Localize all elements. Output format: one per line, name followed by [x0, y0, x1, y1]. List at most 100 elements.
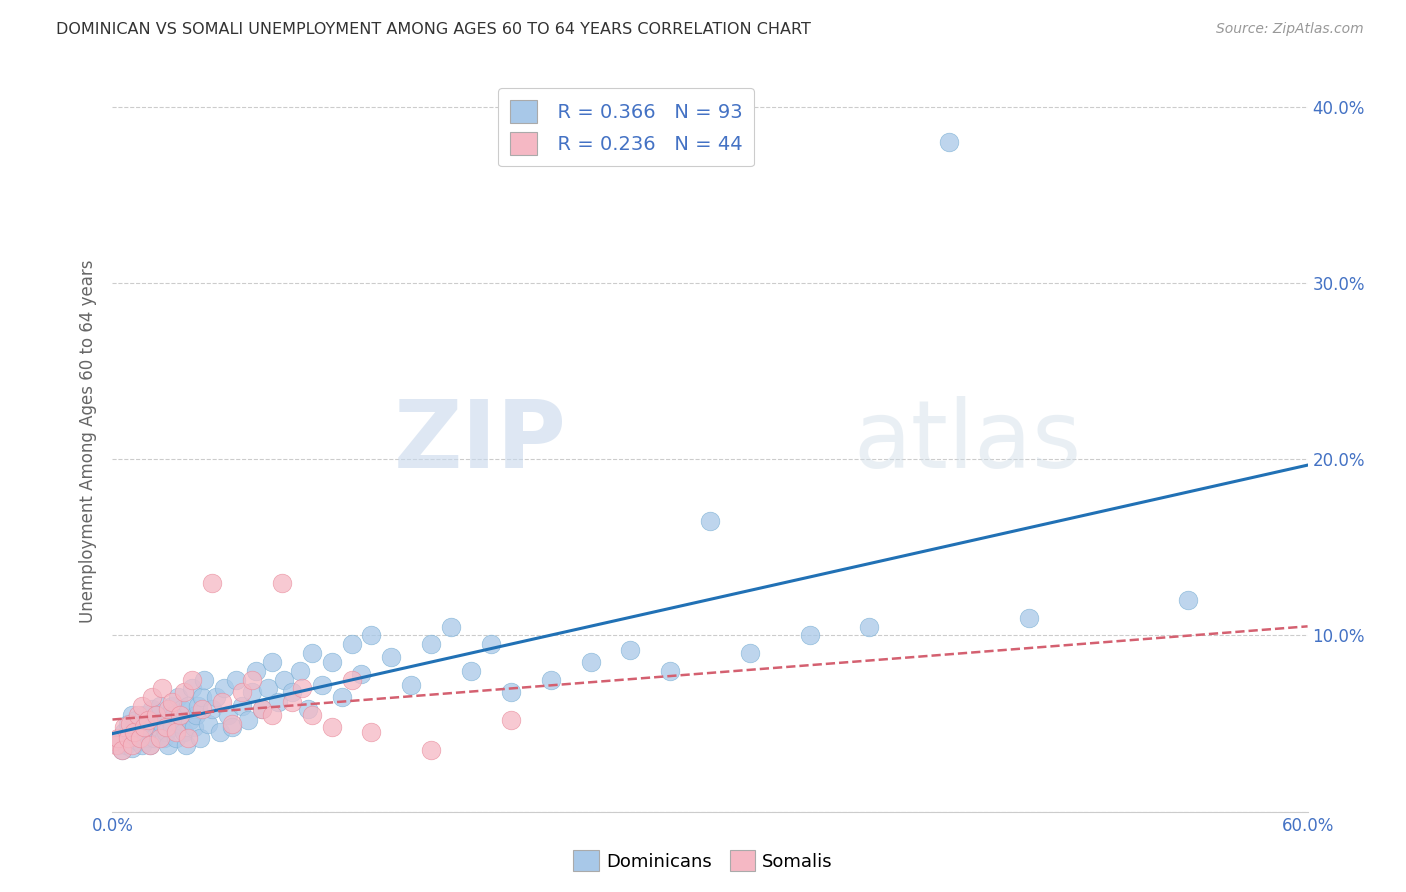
Point: [169, 707, 191, 722]
Point: [155, 720, 177, 734]
Point: [177, 698, 200, 713]
Point: [267, 695, 290, 709]
Point: [167, 690, 190, 705]
Point: [172, 702, 194, 716]
Point: [858, 619, 880, 633]
Point: [460, 664, 482, 678]
Point: [340, 673, 363, 687]
Legend:   R = 0.366   N = 93,   R = 0.236   N = 44: R = 0.366 N = 93, R = 0.236 N = 44: [498, 88, 755, 167]
Point: [191, 702, 214, 716]
Point: [121, 738, 143, 752]
Point: [110, 731, 132, 745]
Point: [301, 707, 323, 722]
Point: [401, 678, 423, 692]
Point: [420, 743, 443, 757]
Point: [141, 702, 163, 716]
Point: [221, 716, 243, 731]
Point: [187, 698, 209, 713]
Point: [360, 725, 382, 739]
Point: [105, 738, 128, 752]
Point: [148, 720, 170, 734]
Point: [380, 649, 402, 664]
Point: [162, 695, 183, 709]
Point: [127, 707, 149, 722]
Point: [114, 725, 135, 739]
Point: [260, 707, 283, 722]
Point: [138, 713, 160, 727]
Point: [127, 734, 149, 748]
Point: [129, 727, 152, 741]
Point: [120, 716, 142, 731]
Point: [186, 707, 208, 722]
Point: [111, 743, 134, 757]
Point: [340, 637, 363, 651]
Point: [211, 695, 233, 709]
Point: [163, 707, 186, 722]
Point: [350, 667, 373, 681]
Point: [281, 695, 304, 709]
Point: [240, 673, 263, 687]
Point: [165, 725, 187, 739]
Point: [149, 731, 172, 745]
Point: [231, 685, 253, 699]
Point: [257, 681, 280, 696]
Point: [181, 681, 204, 696]
Point: [150, 681, 173, 696]
Point: [273, 673, 295, 687]
Point: [236, 713, 259, 727]
Point: [183, 720, 205, 734]
Y-axis label: Unemployment Among Ages 60 to 64 years: Unemployment Among Ages 60 to 64 years: [79, 260, 97, 624]
Point: [174, 738, 197, 752]
Point: [153, 731, 176, 745]
Point: [157, 738, 180, 752]
Point: [659, 664, 682, 678]
Point: [579, 655, 602, 669]
Point: [181, 673, 204, 687]
Point: [938, 135, 960, 149]
Point: [134, 720, 156, 734]
Point: [143, 731, 166, 745]
Point: [297, 702, 319, 716]
Point: [619, 642, 641, 657]
Point: [1177, 593, 1199, 607]
Point: [131, 698, 153, 713]
Point: [159, 713, 181, 727]
Point: [270, 575, 292, 590]
Text: DOMINICAN VS SOMALI UNEMPLOYMENT AMONG AGES 60 TO 64 YEARS CORRELATION CHART: DOMINICAN VS SOMALI UNEMPLOYMENT AMONG A…: [56, 22, 811, 37]
Point: [209, 725, 232, 739]
Point: [288, 664, 311, 678]
Point: [173, 685, 195, 699]
Point: [107, 731, 129, 745]
Point: [321, 655, 343, 669]
Point: [150, 716, 173, 731]
Point: [201, 575, 224, 590]
Point: [141, 690, 163, 705]
Point: [440, 619, 463, 633]
Point: [141, 713, 163, 727]
Point: [540, 673, 562, 687]
Point: [420, 637, 443, 651]
Point: [311, 678, 333, 692]
Point: [245, 664, 267, 678]
Point: [260, 655, 283, 669]
Point: [121, 707, 143, 722]
Point: [129, 731, 152, 745]
Point: [157, 702, 180, 716]
Point: [117, 731, 139, 745]
Text: ZIP: ZIP: [394, 395, 567, 488]
Point: [799, 628, 821, 642]
Point: [165, 731, 187, 745]
Point: [173, 725, 195, 739]
Point: [131, 738, 153, 752]
Point: [179, 713, 201, 727]
Point: [135, 731, 157, 745]
Point: [162, 698, 183, 713]
Point: [240, 685, 263, 699]
Point: [115, 738, 138, 752]
Point: [321, 720, 343, 734]
Point: [162, 720, 183, 734]
Point: [225, 673, 247, 687]
Point: [139, 738, 162, 752]
Point: [188, 731, 211, 745]
Point: [201, 702, 224, 716]
